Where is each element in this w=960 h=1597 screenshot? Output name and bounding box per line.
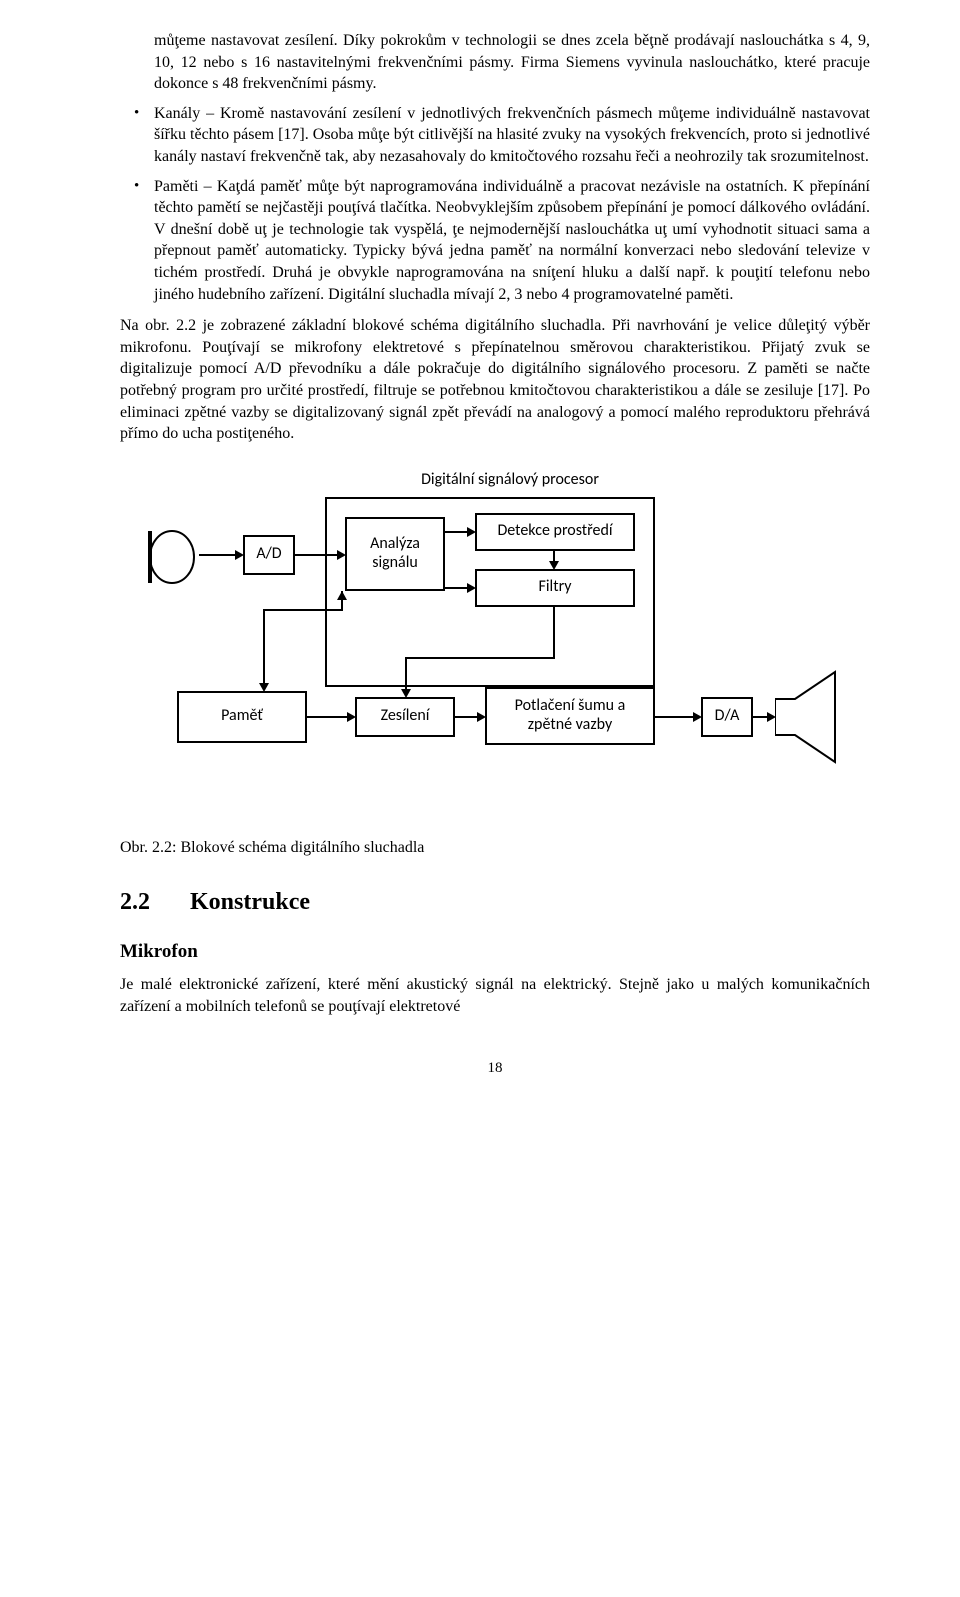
arrowhead-icon bbox=[767, 712, 776, 722]
list-item: • Kanály – Kromě nastavování zesílení v … bbox=[120, 103, 870, 168]
potlaceni-block: Potlačení šumu a zpětné vazby bbox=[485, 687, 655, 745]
bullet-text: Kanály – Kromě nastavování zesílení v je… bbox=[154, 103, 870, 168]
arrow bbox=[263, 609, 265, 687]
section-number: 2.2 bbox=[120, 886, 190, 918]
arrowhead-icon bbox=[549, 561, 559, 570]
arrow bbox=[295, 554, 343, 556]
arrowhead-icon bbox=[337, 550, 346, 560]
arrow bbox=[405, 657, 555, 659]
section-heading: 2.2Konstrukce bbox=[120, 886, 870, 918]
paragraph: Je malé elektronické zařízení, které měn… bbox=[120, 974, 870, 1017]
arrowhead-icon bbox=[337, 591, 347, 600]
bullet-list: můţeme nastavovat zesílení. Díky pokroků… bbox=[120, 30, 870, 305]
arrowhead-icon bbox=[477, 712, 486, 722]
arrowhead-icon bbox=[401, 689, 411, 698]
bullet-marker: • bbox=[120, 103, 154, 168]
bullet-marker bbox=[120, 30, 154, 95]
subsection-heading: Mikrofon bbox=[120, 939, 870, 965]
page-number: 18 bbox=[120, 1058, 870, 1078]
paragraph: Na obr. 2.2 je zobrazené základní blokov… bbox=[120, 315, 870, 445]
arrowhead-icon bbox=[693, 712, 702, 722]
da-block: D/A bbox=[701, 697, 753, 737]
ad-block: A/D bbox=[243, 535, 295, 575]
zesileni-block: Zesílení bbox=[355, 697, 455, 737]
bullet-text: můţeme nastavovat zesílení. Díky pokroků… bbox=[154, 30, 870, 95]
list-item: • Paměti – Kaţdá paměť můţe být naprogra… bbox=[120, 176, 870, 306]
arrowhead-icon bbox=[467, 583, 476, 593]
pamet-block: Paměť bbox=[177, 691, 307, 743]
list-item: můţeme nastavovat zesílení. Díky pokroků… bbox=[120, 30, 870, 95]
bullet-text: Paměti – Kaţdá paměť můţe být naprogramo… bbox=[154, 176, 870, 306]
microphone-icon bbox=[145, 527, 199, 587]
speaker-icon bbox=[775, 669, 845, 765]
figure-caption: Obr. 2.2: Blokové schéma digitálního slu… bbox=[120, 837, 870, 859]
arrowhead-icon bbox=[259, 683, 269, 692]
arrowhead-icon bbox=[347, 712, 356, 722]
figure-diagram: Digitální signálový procesor A/D Analýza… bbox=[120, 469, 870, 819]
block-diagram: Digitální signálový procesor A/D Analýza… bbox=[155, 469, 835, 819]
detekce-block: Detekce prostředí bbox=[475, 513, 635, 551]
section-title: Konstrukce bbox=[190, 889, 310, 915]
arrow bbox=[553, 607, 555, 659]
analyza-block: Analýza signálu bbox=[345, 517, 445, 591]
arrowhead-icon bbox=[467, 527, 476, 537]
diagram-title: Digitální signálový procesor bbox=[395, 469, 625, 491]
bullet-marker: • bbox=[120, 176, 154, 306]
arrow bbox=[263, 609, 343, 611]
filtry-block: Filtry bbox=[475, 569, 635, 607]
arrowhead-icon bbox=[235, 550, 244, 560]
